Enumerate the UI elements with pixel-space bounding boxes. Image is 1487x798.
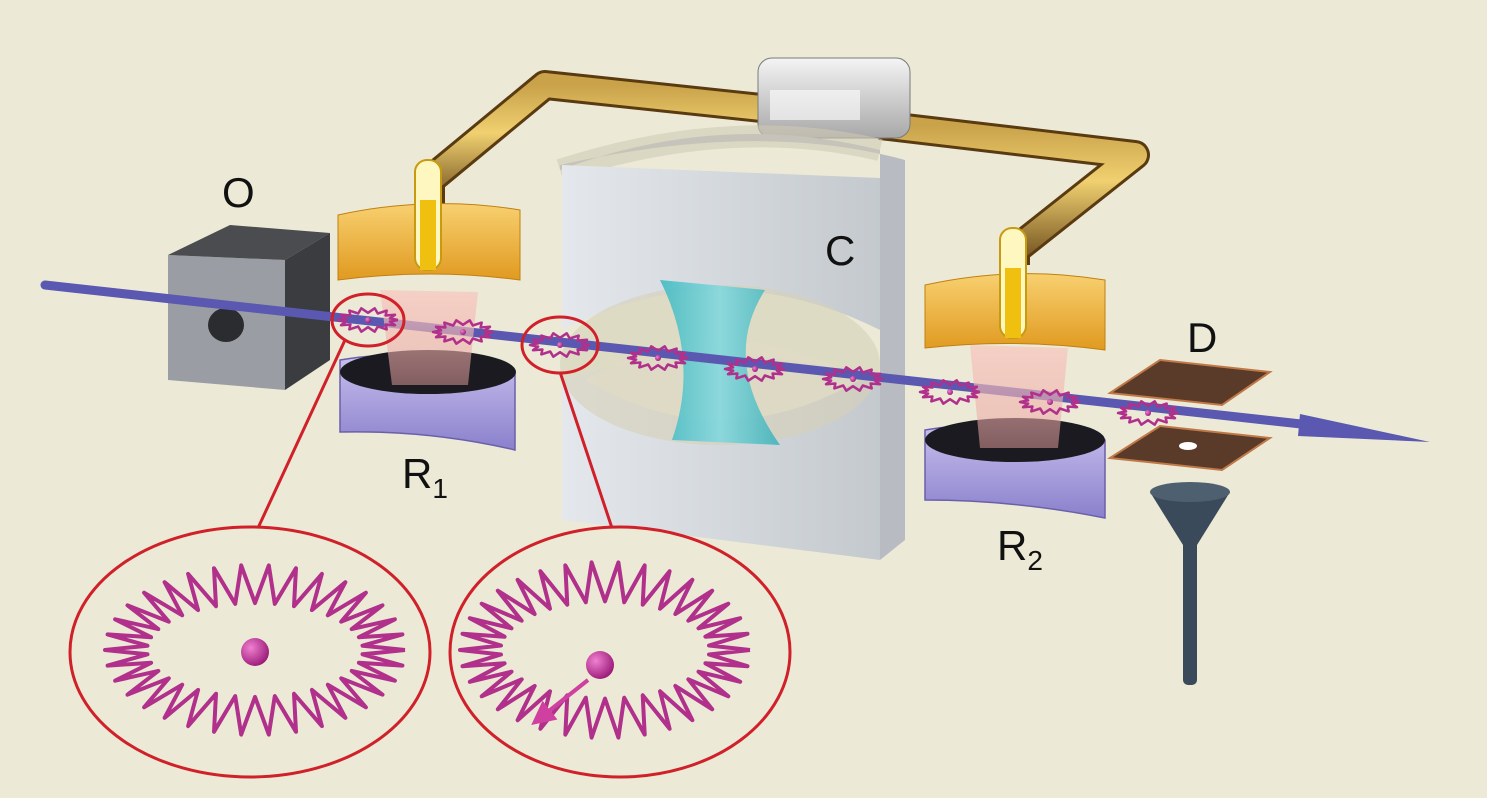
label-zone-1: R1 xyxy=(402,450,448,504)
nucleus-left xyxy=(241,638,269,666)
orbit-ring-left xyxy=(103,563,406,737)
field-ionization-detector-icon xyxy=(1107,358,1273,685)
label-oven: O xyxy=(222,169,255,216)
beam-atom-7 xyxy=(918,379,981,405)
beam-atom-4 xyxy=(626,345,689,371)
ramsey-zone-2 xyxy=(924,227,1106,519)
beam-atom-6 xyxy=(821,366,884,392)
electron-arrow-icon xyxy=(531,678,590,725)
nucleus-right xyxy=(586,651,614,679)
label-zone-2-main: R xyxy=(997,522,1027,569)
label-cavity: C xyxy=(825,227,855,274)
rydberg-atom-elliptic-icon xyxy=(458,560,751,740)
beam-atom-9 xyxy=(1116,400,1179,426)
cavity-block xyxy=(556,125,905,560)
beam-atom-5 xyxy=(723,356,786,382)
label-detector: D xyxy=(1187,314,1217,361)
label-zone-2-sub: 2 xyxy=(1027,545,1043,576)
ramsey-zone-1 xyxy=(337,159,521,451)
label-zone-1-main: R xyxy=(402,450,432,497)
beam-atom-8 xyxy=(1018,389,1081,415)
orbit-ring-right xyxy=(458,560,751,740)
beam-atom-1 xyxy=(336,307,399,333)
beam-atoms xyxy=(336,307,1179,426)
beam-atom-3 xyxy=(528,332,591,358)
atomic-beam xyxy=(40,280,1430,442)
label-zone-1-sub: 1 xyxy=(432,473,448,504)
label-zone-2: R2 xyxy=(997,522,1043,576)
beam-atom-2 xyxy=(431,319,494,345)
rydberg-atom-circular-icon xyxy=(103,563,406,737)
